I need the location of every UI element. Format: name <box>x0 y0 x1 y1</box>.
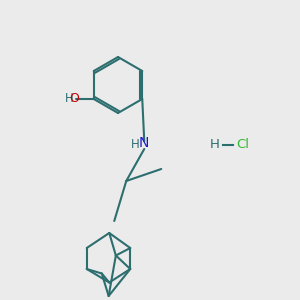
Text: H: H <box>131 137 140 151</box>
Text: H: H <box>210 139 220 152</box>
Text: H: H <box>65 92 74 104</box>
Text: N: N <box>139 136 149 150</box>
Text: Cl: Cl <box>236 139 250 152</box>
Text: O: O <box>69 92 79 106</box>
